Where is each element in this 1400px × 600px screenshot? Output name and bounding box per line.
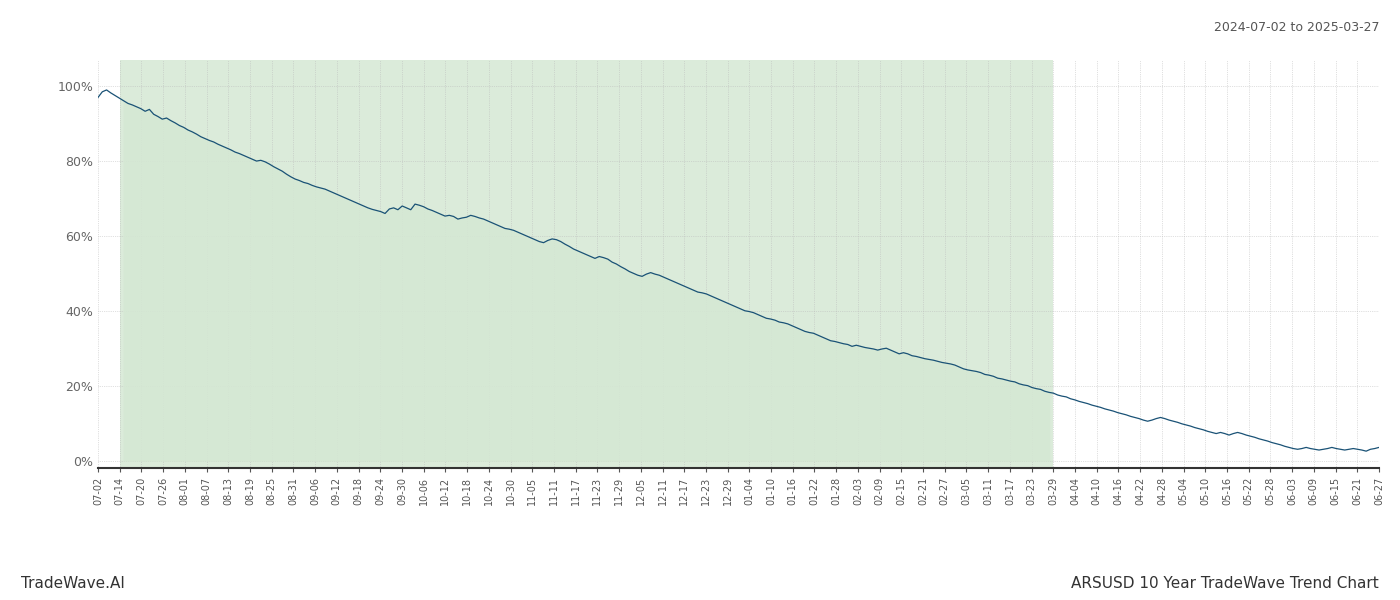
- Text: TradeWave.AI: TradeWave.AI: [21, 576, 125, 591]
- Bar: [120, 60, 1053, 468]
- Text: 2024-07-02 to 2025-03-27: 2024-07-02 to 2025-03-27: [1214, 21, 1379, 34]
- Text: ARSUSD 10 Year TradeWave Trend Chart: ARSUSD 10 Year TradeWave Trend Chart: [1071, 576, 1379, 591]
